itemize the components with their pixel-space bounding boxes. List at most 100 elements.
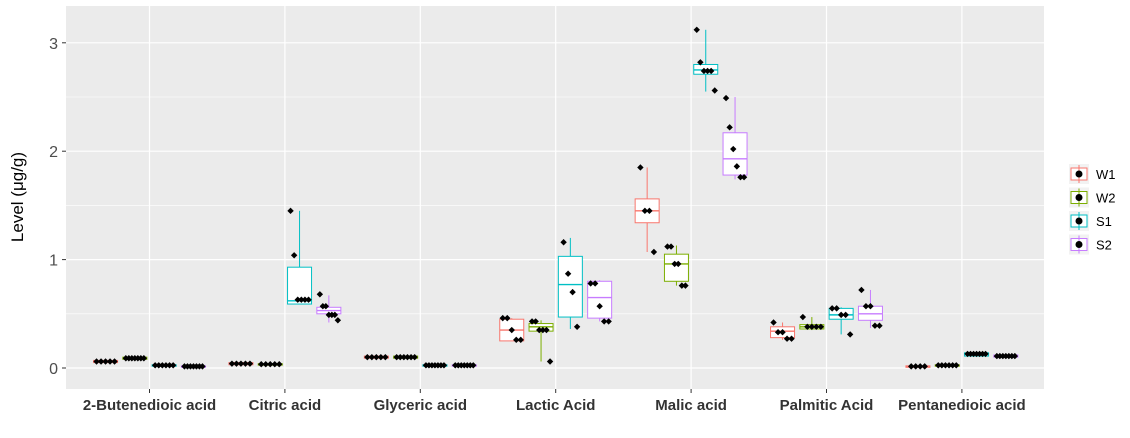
data-point: [675, 260, 682, 268]
data-point: [440, 362, 448, 369]
data-point: [908, 363, 915, 370]
data-point: [106, 358, 114, 365]
data-point: [237, 360, 245, 367]
box-group-S2: [316, 291, 342, 324]
data-point: [97, 358, 105, 365]
y-tick-label: 1: [49, 253, 58, 270]
legend-label: W1: [1096, 167, 1116, 182]
x-tick-label: Malic acid: [655, 397, 727, 414]
y-axis: 0 1 2 3: [49, 36, 66, 378]
data-point: [804, 323, 811, 331]
data-point: [707, 67, 715, 75]
data-point: [733, 163, 741, 170]
data-point: [111, 358, 118, 365]
y-tick-label: 3: [49, 36, 58, 53]
data-point: [162, 362, 170, 369]
data-point: [817, 323, 825, 331]
data-point: [774, 329, 782, 336]
data-point: [290, 252, 298, 259]
box-group-W1: [905, 363, 931, 370]
data-point: [700, 67, 708, 75]
data-point: [641, 207, 649, 215]
data-point: [682, 282, 689, 289]
legend-key-point: [1075, 170, 1083, 178]
x-tick-label: Citric acid: [249, 397, 322, 414]
data-point: [532, 318, 539, 325]
box-group-W2: [528, 318, 554, 365]
box: [557, 255, 583, 318]
box-group-W1: [228, 360, 254, 367]
data-point: [842, 311, 849, 319]
data-point: [730, 145, 737, 153]
x-tick-label: Palmitic Acid: [780, 397, 874, 414]
data-point: [573, 323, 581, 331]
data-point: [596, 303, 603, 310]
box-group-S2: [180, 363, 206, 370]
data-point: [953, 362, 960, 369]
data-point: [587, 280, 594, 287]
data-point: [770, 319, 777, 326]
legend-key-point: [1075, 217, 1083, 225]
box-group-W2: [257, 361, 283, 368]
data-point: [650, 248, 658, 256]
data-point: [271, 361, 278, 368]
box-group-S1: [422, 362, 448, 369]
data-point: [262, 361, 269, 368]
data-point: [935, 362, 942, 369]
box-group-S2: [993, 352, 1019, 360]
data-point: [569, 288, 576, 296]
data-point: [671, 260, 678, 268]
box-group-S1: [693, 26, 719, 94]
data-point: [382, 353, 389, 361]
data-point: [166, 362, 173, 369]
data-point: [504, 314, 511, 322]
legend-label: S2: [1096, 238, 1112, 253]
box-marks: [93, 26, 1019, 370]
box-group-S2: [722, 94, 748, 181]
data-point: [564, 270, 572, 277]
data-point: [605, 318, 612, 325]
data-point: [294, 296, 301, 303]
data-point: [228, 360, 236, 367]
data-point: [726, 124, 733, 131]
data-point: [404, 353, 411, 361]
data-point: [600, 318, 608, 325]
data-point: [560, 239, 567, 246]
data-point: [470, 362, 477, 369]
data-point: [536, 326, 543, 334]
y-tick-label: 0: [49, 361, 58, 378]
data-point: [788, 335, 795, 342]
data-point: [921, 363, 928, 370]
plot-panel: [66, 6, 1044, 389]
data-point: [704, 67, 711, 75]
data-point: [368, 353, 376, 361]
data-point: [982, 350, 989, 358]
data-point: [846, 331, 854, 338]
box-group-W1: [499, 314, 525, 344]
box-group-S1: [557, 237, 583, 331]
data-point: [246, 360, 254, 367]
data-point: [813, 323, 820, 331]
box-group-S2: [857, 286, 883, 329]
data-point: [159, 362, 166, 369]
box-group-S2: [587, 280, 613, 325]
data-point: [828, 305, 836, 312]
data-point: [543, 326, 550, 334]
box-group-W2: [663, 243, 689, 289]
box-group-W1: [634, 164, 660, 256]
data-point: [591, 280, 599, 287]
data-point: [871, 322, 879, 329]
data-point: [102, 358, 109, 365]
data-point: [783, 335, 791, 342]
data-point: [808, 323, 816, 331]
data-point: [233, 360, 240, 367]
data-point: [517, 336, 524, 344]
data-point: [407, 353, 415, 361]
x-axis: 2-Butenedioic acid Citric acid Glyceric ac…: [83, 389, 1026, 414]
grid-lines: [66, 6, 1044, 389]
data-point: [779, 329, 786, 336]
box-group-W2: [122, 355, 148, 362]
data-point: [242, 360, 249, 367]
data-point: [373, 353, 380, 361]
data-point: [393, 353, 400, 361]
